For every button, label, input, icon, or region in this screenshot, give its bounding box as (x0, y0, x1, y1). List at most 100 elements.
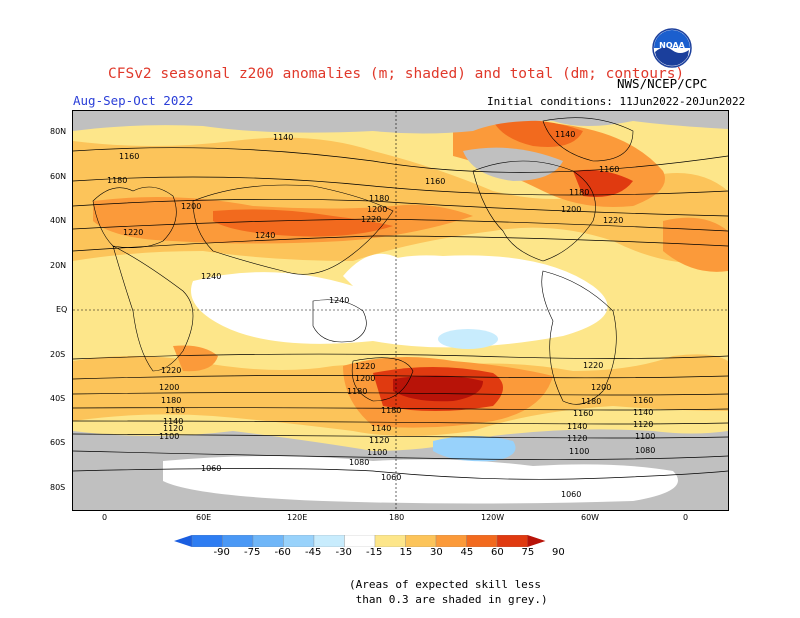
contour-label: 1100 (635, 432, 655, 441)
lat-label: 40N (50, 216, 67, 225)
color-bar-label: -60 (274, 547, 291, 558)
contour-label: 1220 (603, 216, 623, 225)
lon-label: 120W (481, 513, 505, 522)
contour-label: 1160 (599, 165, 619, 174)
noaa-logo: NOAA (652, 28, 692, 68)
contour-label: 1100 (367, 448, 387, 457)
neutral-region (191, 255, 608, 348)
lon-label: 0 (683, 513, 689, 522)
color-bar-label: 45 (460, 547, 474, 558)
contour-label: 1240 (201, 272, 221, 281)
color-bar-cell (405, 535, 437, 547)
contour-label: 1140 (567, 422, 587, 431)
color-bar-label: 15 (399, 547, 413, 558)
season-label: Aug-Sep-Oct 2022 (73, 93, 194, 108)
contour-label: 1200 (355, 374, 375, 383)
contour-label: 1120 (633, 420, 653, 429)
color-bar-cell (344, 535, 376, 547)
coastlines (92, 117, 634, 405)
color-bar-label: -30 (335, 547, 352, 558)
color-bar-cell (374, 535, 406, 547)
color-bar-label: 90 (552, 547, 565, 558)
neutral-region (343, 253, 403, 286)
lat-label: 80S (50, 483, 66, 492)
initial-conditions-label: Initial conditions: 11Jun2022-20Jun2022 (487, 95, 746, 108)
color-bar-cell (313, 535, 345, 547)
contour-label: 1180 (107, 176, 127, 185)
contour-label: 1220 (361, 215, 381, 224)
color-bar-label: 60 (491, 547, 504, 558)
contour-label: 1120 (369, 436, 389, 445)
contour-label: 1200 (561, 205, 581, 214)
lon-label: 60W (581, 513, 600, 522)
contour-label: 1180 (381, 406, 401, 415)
contour-label: 1180 (347, 387, 367, 396)
negative-anomaly-region (433, 436, 516, 462)
color-bar-cell (466, 535, 498, 547)
lat-label: 60N (50, 172, 67, 181)
low-skill-region (73, 111, 728, 134)
svg-text:NOAA: NOAA (659, 41, 685, 50)
agency-label: NWS/NCEP/CPC (617, 76, 708, 91)
negative-anomaly-region (438, 329, 498, 349)
contour-label: 1160 (633, 396, 653, 405)
color-bar-cell (496, 535, 528, 547)
positive-anomaly-region (573, 169, 633, 197)
contour-label: 1060 (201, 464, 221, 473)
contour-label: 1140 (163, 417, 183, 426)
positive-anomaly-region (173, 345, 218, 372)
contour-label: 1140 (555, 130, 575, 139)
contour-label: 1120 (567, 434, 587, 443)
contour-label: 1100 (569, 447, 589, 456)
contour-label: 1140 (371, 424, 391, 433)
contour-label: 1160 (425, 177, 445, 186)
color-bar-label: -90 (213, 547, 230, 558)
contour-label: 1160 (165, 406, 185, 415)
contour-label: 1120 (163, 424, 183, 433)
contour-label: 1080 (349, 458, 369, 467)
contour-label: 1240 (255, 231, 275, 240)
lon-label: 60E (196, 513, 212, 522)
color-bar-arrow-left (174, 535, 192, 547)
contour-label: 1220 (583, 361, 603, 370)
anomaly-map: 1140 1160 1180 1200 1220 1240 1240 1240 … (72, 110, 729, 511)
contour-label: 1220 (123, 228, 143, 237)
lon-label: 0 (102, 513, 108, 522)
positive-anomaly-region (393, 375, 483, 402)
neutral-region (163, 456, 678, 504)
contour-label: 1200 (159, 383, 179, 392)
map-title: CFSv2 seasonal z200 anomalies (m; shaded… (108, 66, 685, 82)
color-bar-label: -75 (244, 547, 261, 558)
color-bar-label: -45 (305, 547, 322, 558)
lat-label: 20N (50, 261, 67, 270)
contour-label: 1100 (159, 432, 179, 441)
contour-label: 1140 (273, 133, 293, 142)
contour-label: 1080 (635, 446, 655, 455)
lat-label: 40S (50, 394, 66, 403)
map-canvas: 1140 1160 1180 1200 1220 1240 1240 1240 … (73, 111, 728, 510)
lat-label: 60S (50, 438, 66, 447)
color-bar-cell (222, 535, 254, 547)
contour-label: 1240 (329, 296, 349, 305)
contour-labels: 1140 1160 1180 1200 1220 1240 1240 1240 … (107, 130, 655, 499)
low-skill-region (463, 147, 563, 181)
contour-label: 1180 (369, 194, 389, 203)
positive-anomaly-region (213, 209, 393, 237)
color-bar (174, 535, 546, 547)
color-bar-label: 75 (521, 547, 535, 558)
contour-label: 1180 (161, 396, 181, 405)
color-bar-cell (435, 535, 467, 547)
contour-label: 1220 (161, 366, 181, 375)
color-bar-cell (283, 535, 315, 547)
contour-label: 1060 (561, 490, 581, 499)
contour-label: 1200 (591, 383, 611, 392)
contour-label: 1160 (573, 409, 593, 418)
lon-label: 180 (389, 513, 405, 522)
contour-label: 1220 (355, 362, 375, 371)
color-bar-label: 30 (430, 547, 443, 558)
color-bar-cell (191, 535, 223, 547)
contour-label: 1160 (119, 152, 139, 161)
color-bar-cell (252, 535, 284, 547)
contour-label: 1140 (633, 408, 653, 417)
contour-label: 1200 (181, 202, 201, 211)
